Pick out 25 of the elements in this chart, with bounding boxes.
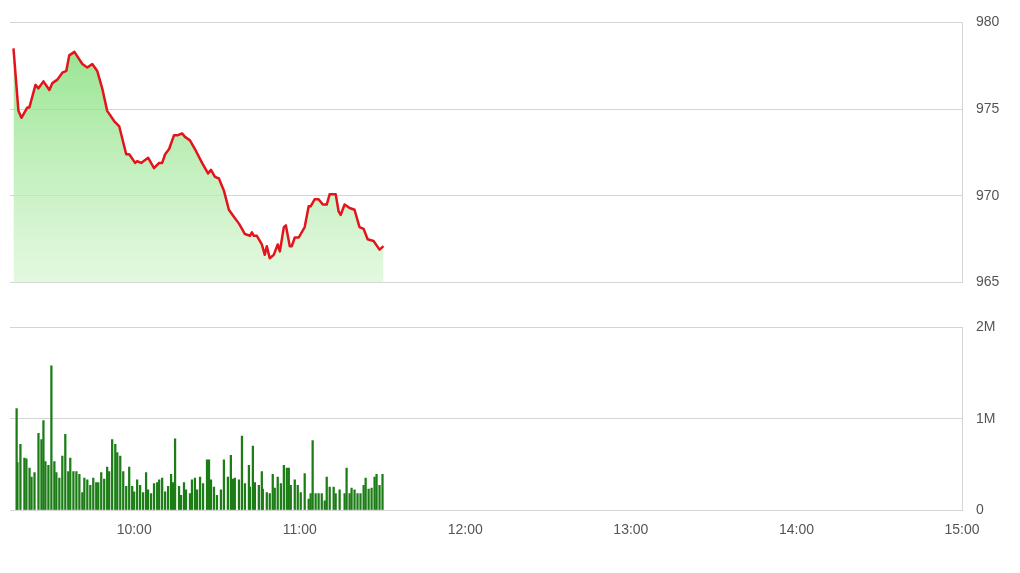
bar (75, 471, 78, 510)
bar (78, 474, 81, 510)
y-tick-label: 980 (976, 13, 1000, 30)
bar (50, 365, 53, 510)
y-tick-label: 970 (976, 186, 1000, 203)
bar (152, 483, 156, 510)
y-tick-label: 1M (976, 409, 996, 426)
bar (381, 474, 384, 510)
y-tick-label: 2M (976, 318, 996, 335)
bar (182, 482, 186, 510)
x-tick-label: 15:00 (944, 521, 980, 538)
bar (356, 493, 359, 510)
y-tick-label: 0 (976, 500, 984, 517)
bar (353, 489, 356, 510)
x-tick-label: 12:00 (447, 521, 484, 538)
bar (42, 420, 45, 510)
bar (345, 467, 348, 510)
x-tick-label: 10:00 (116, 521, 152, 538)
x-tick-label: 11:00 (282, 521, 317, 538)
x-tick-label: 13:00 (613, 521, 649, 538)
y-tick-label: 965 (976, 273, 1000, 290)
y-tick-label: 975 (976, 99, 1000, 116)
bar (37, 432, 40, 510)
bar (350, 487, 353, 510)
x-tick-label: 14:00 (778, 521, 815, 538)
